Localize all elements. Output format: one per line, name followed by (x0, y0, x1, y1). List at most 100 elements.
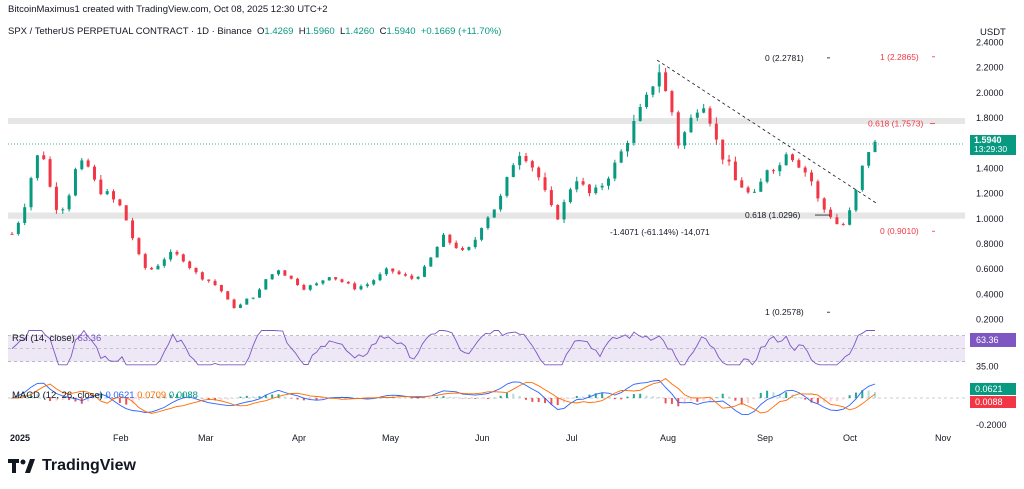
candle-body (150, 267, 154, 270)
candle-body (530, 161, 534, 168)
candle-body (511, 165, 515, 178)
candle-body (759, 181, 763, 192)
macd-histogram-bar (169, 395, 172, 398)
candle-body (784, 154, 788, 166)
macd-histogram-bar (861, 390, 864, 398)
time-axis-label: Jul (566, 433, 578, 443)
candle-body (537, 167, 541, 178)
macd-histogram-bar (239, 396, 242, 398)
macd-histogram-bar (30, 393, 33, 398)
high-value: 1.5960 (305, 26, 335, 37)
macd-histogram-bar (150, 397, 153, 398)
tradingview-logo[interactable]: TradingView (8, 457, 136, 475)
price-tick-label: 0.6000 (976, 264, 1004, 274)
logo-text: TradingView (42, 457, 136, 474)
symbol-legend[interactable]: SPX / TetherUS PERPETUAL CONTRACT · 1D ·… (8, 26, 501, 37)
candle-body (505, 177, 509, 196)
macd-histogram-bar (753, 398, 756, 400)
candle-body (575, 181, 579, 190)
macd-histogram-bar (296, 398, 299, 400)
macd-histogram-bar (626, 396, 629, 398)
macd-histogram-bar (734, 398, 737, 401)
candle-body (264, 279, 268, 290)
candle-body (822, 198, 826, 210)
macd-histogram-bar (252, 396, 255, 398)
rsi-legend[interactable]: RSI (14, close) 63.36 (12, 333, 101, 344)
macd-histogram-bar (321, 398, 324, 400)
candle-body (486, 217, 490, 229)
candle-body (721, 139, 725, 160)
macd-histogram-bar (816, 398, 819, 404)
candle-body (194, 267, 198, 273)
fib-level-label: 1 (2.2865) (880, 52, 919, 62)
candle-body (156, 265, 160, 270)
macd-histogram-bar (93, 398, 96, 399)
macd-signal-line (12, 377, 876, 414)
macd-histogram-bar (556, 398, 559, 406)
macd-histogram-bar (423, 398, 426, 399)
macd-histogram-bar (537, 398, 540, 403)
price-tick-label: 1.0000 (976, 214, 1004, 224)
candle-body (626, 142, 630, 152)
macd-histogram-bar (258, 396, 261, 398)
macd-histogram-bar (455, 397, 458, 398)
candle-body (219, 285, 223, 292)
candle-body (73, 169, 77, 196)
symbol-name[interactable]: SPX / TetherUS PERPETUAL CONTRACT · 1D ·… (8, 26, 252, 37)
macd-label: MACD (12, 26, close) (12, 390, 103, 401)
price-tick-label: 0.8000 (976, 239, 1004, 249)
macd-histogram-bar (766, 390, 769, 398)
candle-body (581, 181, 585, 185)
candle-body (429, 257, 433, 267)
candle-body (657, 72, 661, 87)
macd-legend-v2: 0.0709 (137, 390, 167, 401)
candle-body (867, 152, 871, 166)
time-axis-label: Mar (198, 433, 214, 443)
candle-body (689, 117, 693, 133)
macd-histogram-bar (588, 394, 591, 398)
candle-body (606, 178, 610, 186)
countdown-value: 13:29:30 (974, 144, 1007, 154)
candle-body (416, 276, 420, 279)
macd-histogram-bar (201, 398, 204, 399)
candle-body (854, 189, 858, 211)
candle-body (23, 207, 27, 223)
low-value: 1.4260 (345, 26, 375, 37)
measure-label: -1.4071 (-61.14%) -14,071 (610, 227, 710, 237)
candle-body (397, 271, 401, 275)
candle-body (791, 154, 795, 161)
candle-body (480, 228, 484, 240)
fib-level-label: 0 (0.9010) (880, 226, 919, 236)
candle-body (207, 279, 211, 281)
macd-histogram-bar (17, 396, 20, 398)
candle-body (810, 172, 814, 182)
candle-body (702, 108, 706, 113)
macd-histogram-bar (277, 394, 280, 398)
price-tick-label: 1.8000 (976, 113, 1004, 123)
candle-body (10, 233, 14, 235)
fib-level-label: 0.618 (1.0296) (745, 210, 800, 220)
macd-histogram-bar (429, 398, 432, 399)
candle-body (124, 205, 128, 221)
macd-histogram-bar (49, 398, 52, 402)
candle-body (727, 159, 731, 162)
candle-body (42, 155, 46, 160)
time-axis-label: Nov (935, 433, 952, 443)
candle-body (448, 234, 452, 243)
candle-body (797, 160, 801, 168)
rsi-label: RSI (14, close) (12, 333, 75, 344)
candle-body (277, 270, 281, 275)
macd-legend[interactable]: MACD (12, 26, close) 0.0621 0.0709 0.008… (12, 390, 198, 401)
macd-histogram-bar (302, 398, 305, 401)
macd-histogram-bar (848, 395, 851, 398)
macd-histogram-bar (398, 397, 401, 398)
macd-histogram-bar (804, 398, 807, 400)
rsi-value: 63.36 (976, 335, 999, 345)
macd-histogram-bar (42, 395, 45, 398)
macd-histogram-bar (125, 398, 128, 405)
horizontal-zone (8, 212, 965, 219)
candle-body (454, 242, 458, 249)
chart-credit: BitcoinMaximus1 created with TradingView… (8, 4, 328, 15)
candle-body (99, 179, 103, 195)
